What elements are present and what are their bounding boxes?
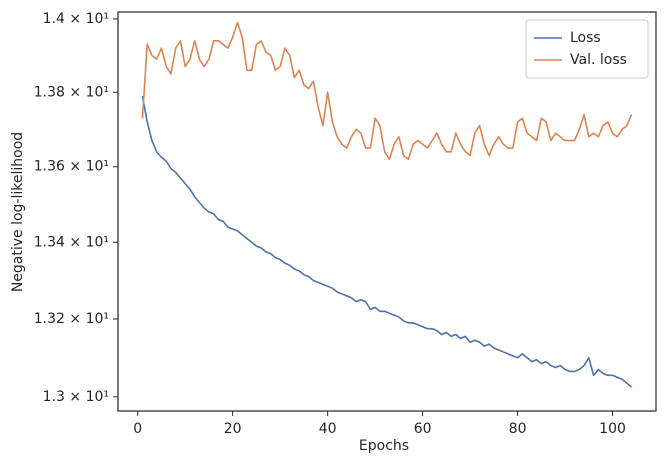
line-series (141, 95, 633, 388)
y-tick-label: 1.36 × 10¹ (34, 159, 109, 175)
x-tick-label: 60 (414, 421, 432, 437)
legend-label: Loss (570, 30, 601, 46)
y-tick-label: 1.38 × 10¹ (34, 84, 109, 100)
x-tick-label: 0 (133, 421, 142, 437)
y-tick-label: 1.3 × 10¹ (43, 389, 109, 405)
legend-box (525, 19, 649, 79)
plot-frame (117, 11, 657, 412)
y-tick-label: 1.34 × 10¹ (34, 234, 109, 250)
x-tick-label: 100 (599, 421, 626, 437)
x-tick-label: 20 (224, 421, 242, 437)
x-tick-label: 40 (319, 421, 337, 437)
y-axis-label: Negative log-likelihood (10, 132, 26, 292)
line-series (141, 21, 633, 161)
y-tick-label: 1.4 × 10¹ (43, 11, 109, 27)
legend: Loss Val. loss (525, 19, 649, 79)
y-tick-label: 1.32 × 10¹ (34, 311, 109, 327)
legend-label: Val. loss (570, 52, 627, 68)
x-axis-label: Epochs (359, 438, 409, 454)
x-tick-label: 80 (509, 421, 527, 437)
